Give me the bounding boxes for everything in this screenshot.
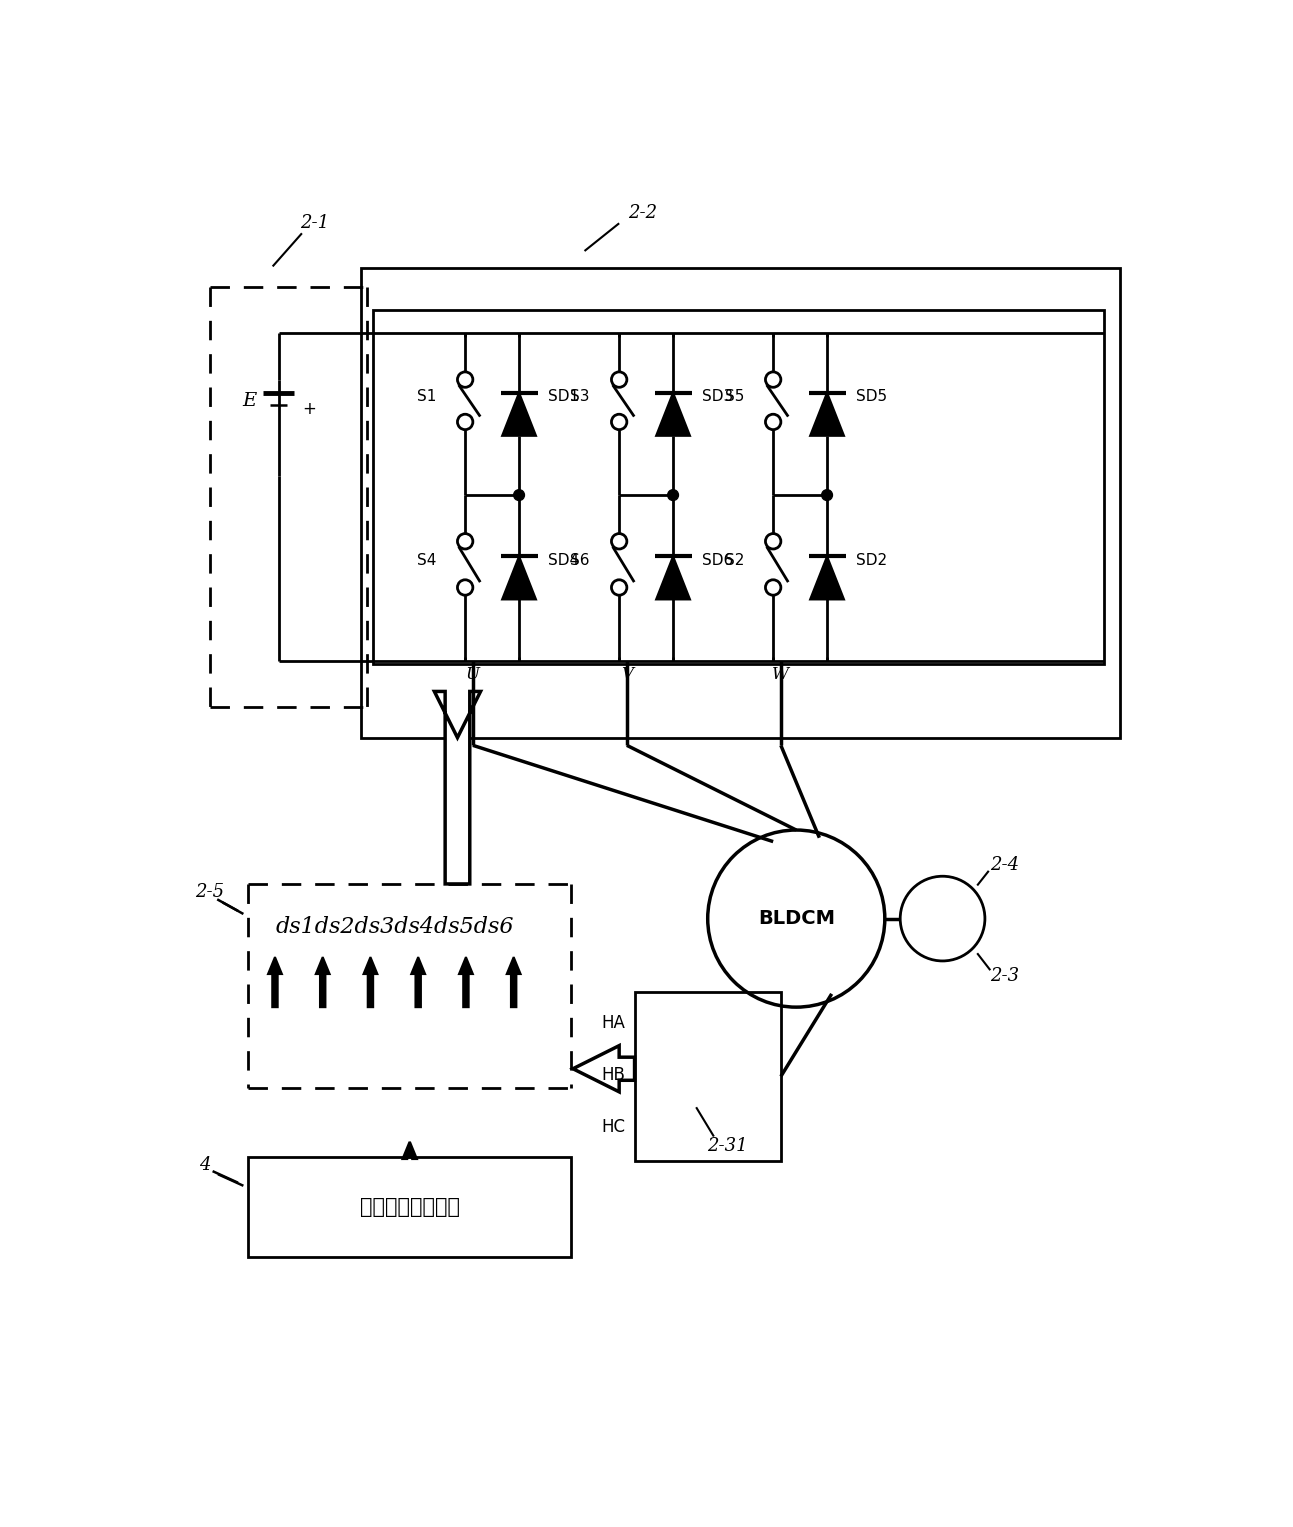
Polygon shape xyxy=(502,556,537,600)
Text: +: + xyxy=(303,400,315,418)
Text: BLDCM: BLDCM xyxy=(758,909,835,928)
Text: 2-31: 2-31 xyxy=(707,1136,747,1154)
Bar xyxy=(248,1157,572,1257)
Text: HA: HA xyxy=(601,1014,626,1032)
FancyArrow shape xyxy=(363,957,378,1008)
Text: SD4: SD4 xyxy=(548,553,579,568)
Text: ds1ds2ds3ds4ds5ds6: ds1ds2ds3ds4ds5ds6 xyxy=(275,916,513,938)
Circle shape xyxy=(667,490,679,501)
Polygon shape xyxy=(811,556,844,600)
Text: SD1: SD1 xyxy=(548,389,579,405)
Polygon shape xyxy=(502,392,537,435)
Bar xyxy=(361,267,1120,738)
Text: V: V xyxy=(621,666,632,683)
Text: 2-5: 2-5 xyxy=(195,883,224,901)
Text: SD2: SD2 xyxy=(856,553,887,568)
Polygon shape xyxy=(573,1046,635,1092)
Text: S4: S4 xyxy=(416,553,436,568)
Polygon shape xyxy=(656,392,690,435)
Text: S5: S5 xyxy=(724,389,743,405)
Text: SD6: SD6 xyxy=(702,553,733,568)
Text: 2-3: 2-3 xyxy=(989,967,1019,985)
Text: S3: S3 xyxy=(570,389,590,405)
FancyArrow shape xyxy=(507,957,521,1008)
FancyArrow shape xyxy=(403,1142,416,1159)
Text: 4: 4 xyxy=(199,1156,211,1174)
Text: W: W xyxy=(772,666,790,683)
Text: S1: S1 xyxy=(416,389,436,405)
Text: 定频积分控制单元: 定频积分控制单元 xyxy=(359,1197,460,1217)
Text: E: E xyxy=(242,392,257,411)
Text: S2: S2 xyxy=(724,553,743,568)
Text: S6: S6 xyxy=(570,553,590,568)
Text: 2-2: 2-2 xyxy=(627,203,657,221)
Polygon shape xyxy=(434,692,481,884)
Circle shape xyxy=(513,490,525,501)
Polygon shape xyxy=(811,392,844,435)
Text: SD3: SD3 xyxy=(702,389,733,405)
FancyArrow shape xyxy=(411,957,425,1008)
Bar xyxy=(372,310,1104,664)
FancyArrow shape xyxy=(315,957,330,1008)
Bar xyxy=(635,991,781,1161)
Text: U: U xyxy=(465,666,480,683)
FancyArrow shape xyxy=(459,957,473,1008)
Polygon shape xyxy=(656,556,690,600)
Text: SD5: SD5 xyxy=(856,389,887,405)
Text: 2-1: 2-1 xyxy=(300,214,330,232)
Text: HC: HC xyxy=(601,1118,626,1136)
Text: 2-4: 2-4 xyxy=(989,855,1019,873)
Circle shape xyxy=(821,490,833,501)
FancyArrow shape xyxy=(268,957,282,1008)
Text: HB: HB xyxy=(601,1066,626,1084)
